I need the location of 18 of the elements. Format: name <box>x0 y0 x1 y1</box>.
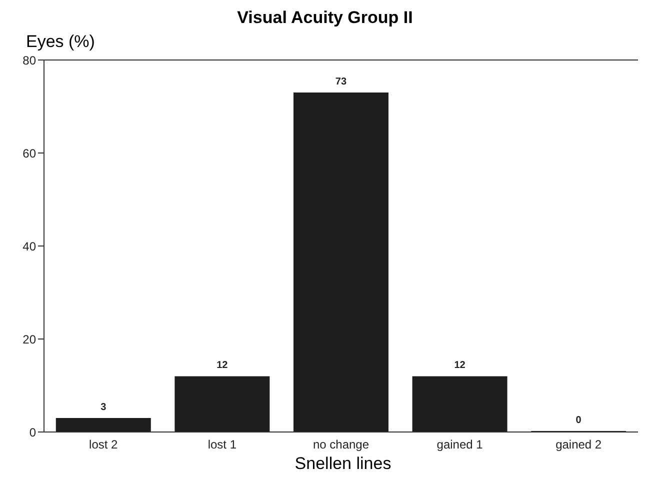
y-axis-title: Eyes (%) <box>26 32 96 53</box>
x-axis-title: Snellen lines <box>294 454 392 474</box>
data-label: 12 <box>216 360 228 372</box>
data-label: 73 <box>335 76 347 88</box>
x-tick-label: gained 1 <box>436 438 484 452</box>
y-tick-label: 0 <box>29 425 36 440</box>
data-label: 3 <box>100 402 107 414</box>
x-tick-label: lost 2 <box>89 438 118 452</box>
y-tick-label: 60 <box>22 146 36 160</box>
x-tick-label: no change <box>312 438 370 452</box>
x-tick-label: gained 2 <box>556 438 602 452</box>
y-tick-label: 80 <box>22 53 36 68</box>
y-tick-label: 40 <box>22 239 36 254</box>
data-label: 0 <box>576 415 582 426</box>
chart-title: Visual Acuity Group II <box>236 8 414 29</box>
x-tick-label: lost 1 <box>208 438 237 452</box>
data-label: 12 <box>454 360 466 372</box>
y-tick-label: 20 <box>22 332 36 346</box>
